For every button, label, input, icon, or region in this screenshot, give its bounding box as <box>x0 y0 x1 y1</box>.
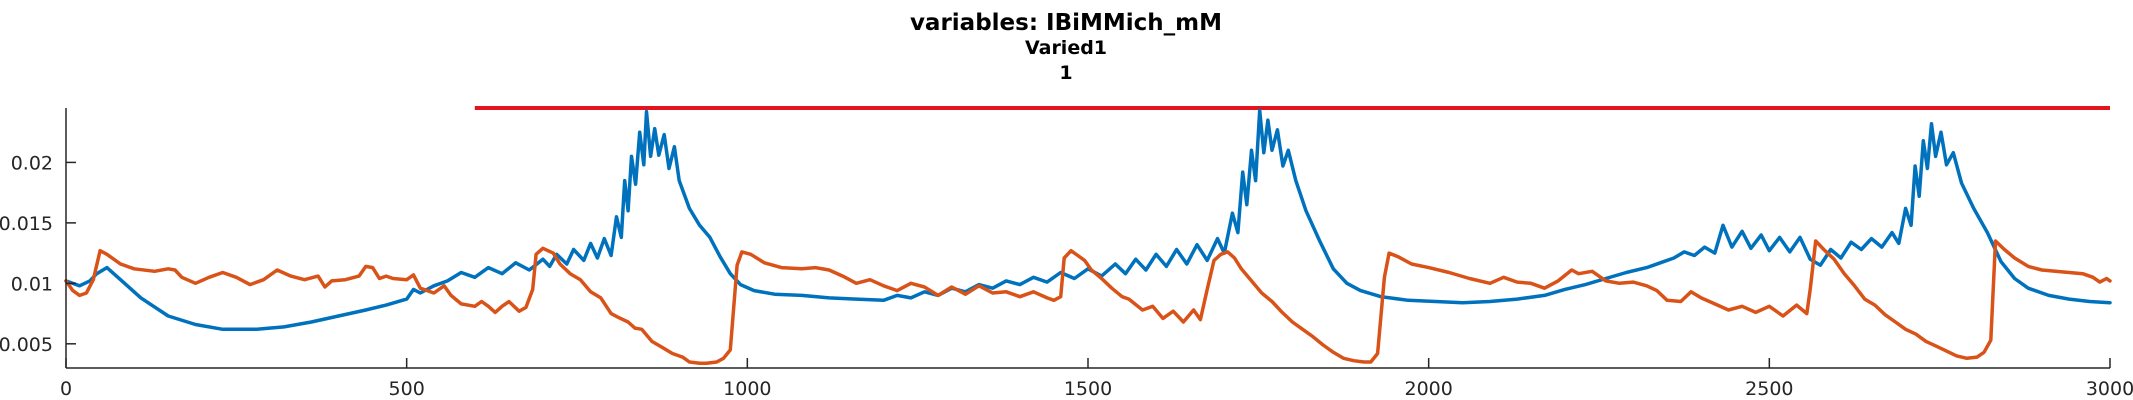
x-tick-label: 1500 <box>1064 378 1112 400</box>
x-axis-ticks: 0 500 1000 1500 2000 2500 3000 <box>60 358 2133 400</box>
x-tick-label: 500 <box>389 378 425 400</box>
chart-subtitle: Varied1 <box>1025 37 1107 59</box>
chart-subtitle-index: 1 <box>1059 62 1072 84</box>
y-tick-label: 0.02 <box>11 152 53 174</box>
x-tick-label: 2000 <box>1404 378 1452 400</box>
y-axis-ticks: 0.005 0.01 0.015 0.02 <box>0 152 76 356</box>
y-tick-label: 0.01 <box>11 273 53 295</box>
series-line-2 <box>64 239 2112 365</box>
x-tick-label: 3000 <box>2086 378 2133 400</box>
chart-title: variables: IBiMMich_mM <box>910 10 1222 36</box>
y-tick-label: 0.005 <box>0 334 53 356</box>
series-line-1 <box>64 108 2112 332</box>
y-tick-label: 0.015 <box>0 213 53 235</box>
x-tick-label: 0 <box>60 378 72 400</box>
x-tick-label: 1000 <box>723 378 771 400</box>
series-layer <box>64 106 2112 365</box>
x-tick-label: 2500 <box>1745 378 1793 400</box>
